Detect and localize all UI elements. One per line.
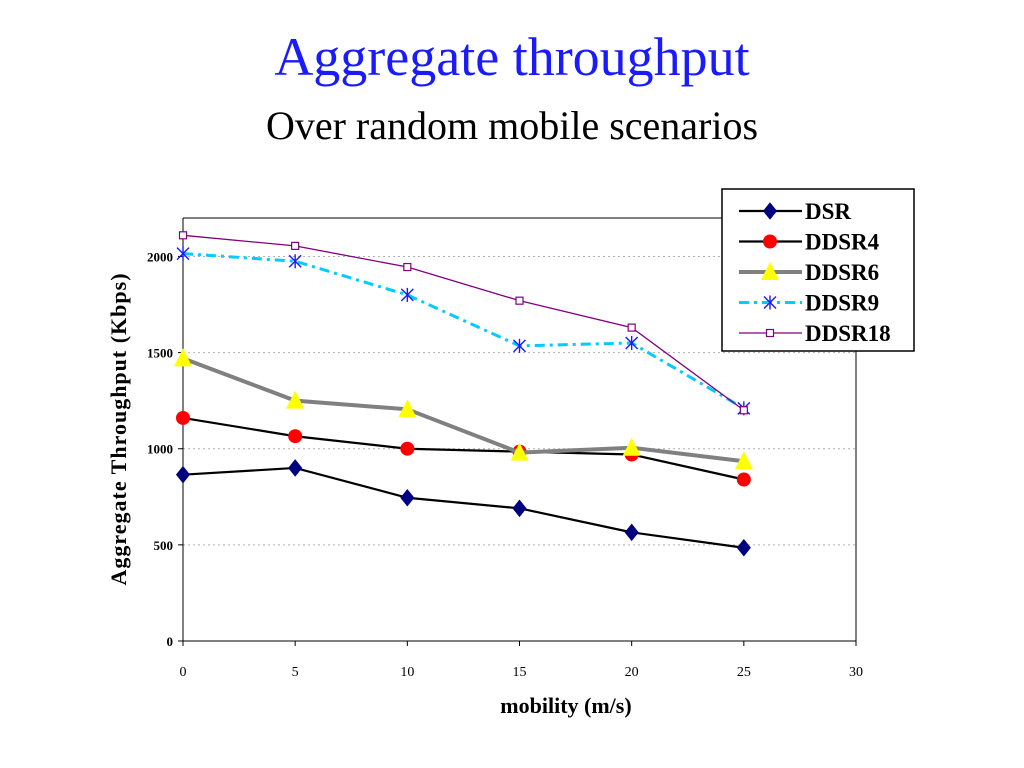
legend-item-dsr: DSR xyxy=(739,199,851,224)
legend-marker-dsr xyxy=(762,202,778,220)
legend-marker-ddsr9 xyxy=(763,295,777,310)
point-dsr xyxy=(624,523,639,542)
x-axis-label: mobility (m/s) xyxy=(500,693,631,718)
series-ddsr9 xyxy=(176,246,751,416)
series-dsr xyxy=(175,459,751,557)
legend-label-ddsr6: DDSR6 xyxy=(805,260,879,285)
series-ddsr6 xyxy=(174,348,753,470)
point-ddsr6 xyxy=(622,437,641,456)
point-ddsr9 xyxy=(625,335,639,350)
point-dsr xyxy=(400,488,415,507)
legend-item-ddsr18: DDSR18 xyxy=(739,321,891,346)
y-axis-label: Aggregate Throughput (Kbps) xyxy=(106,272,131,585)
point-ddsr4 xyxy=(176,410,190,425)
x-tick-label: 20 xyxy=(625,665,639,680)
legend-item-ddsr4: DDSR4 xyxy=(739,230,880,255)
x-tick-label: 10 xyxy=(400,665,414,680)
x-tick-label: 15 xyxy=(513,665,527,680)
point-ddsr6 xyxy=(174,348,192,367)
point-ddsr4 xyxy=(400,441,415,456)
legend-marker-ddsr6 xyxy=(761,262,779,280)
slide-subtitle: Over random mobile scenarios xyxy=(265,103,759,148)
series-line-ddsr18 xyxy=(182,234,745,411)
series-ddsr18 xyxy=(178,231,748,415)
x-tick-label: 0 xyxy=(180,665,187,680)
legend-label-ddsr9: DDSR9 xyxy=(805,291,879,316)
x-tick-label: 25 xyxy=(737,665,751,680)
point-ddsr4 xyxy=(288,429,303,444)
series-line-ddsr6 xyxy=(182,356,745,464)
point-ddsr18 xyxy=(515,296,524,305)
x-tick-label: 30 xyxy=(849,665,863,680)
point-ddsr18 xyxy=(291,241,300,250)
point-ddsr9 xyxy=(288,254,302,269)
legend-item-ddsr9: DDSR9 xyxy=(739,291,879,316)
legend-label-dsr: DSR xyxy=(805,199,851,224)
legend-label-ddsr4: DDSR4 xyxy=(805,230,880,255)
slide-title: Aggregate throughput xyxy=(274,27,750,87)
legend-item-ddsr6: DDSR6 xyxy=(739,260,879,285)
point-dsr xyxy=(736,538,751,557)
point-ddsr6 xyxy=(398,399,417,418)
series-line-ddsr4 xyxy=(182,416,745,481)
series-line-ddsr9 xyxy=(182,252,745,410)
y-tick-label: 1000 xyxy=(147,442,173,457)
series-line-dsr xyxy=(182,466,744,549)
point-ddsr6 xyxy=(734,451,753,470)
point-ddsr9 xyxy=(400,287,414,302)
x-tick-label: 5 xyxy=(292,665,299,680)
y-tick-label: 0 xyxy=(167,634,174,649)
point-ddsr6 xyxy=(510,442,529,461)
point-dsr xyxy=(175,465,191,484)
point-ddsr9 xyxy=(513,338,526,353)
point-ddsr18 xyxy=(739,406,748,415)
y-tick-label: 1500 xyxy=(147,346,173,361)
point-ddsr18 xyxy=(627,323,636,332)
point-dsr xyxy=(512,499,527,518)
point-ddsr18 xyxy=(403,262,412,272)
y-tick-label: 2000 xyxy=(147,249,173,264)
point-ddsr18 xyxy=(178,231,188,240)
point-ddsr6 xyxy=(286,390,305,409)
point-dsr xyxy=(288,459,303,477)
legend-label-ddsr18: DDSR18 xyxy=(805,321,891,346)
point-ddsr4 xyxy=(736,472,751,487)
legend-marker-ddsr4 xyxy=(763,234,777,249)
point-ddsr9 xyxy=(176,246,190,261)
y-tick-label: 500 xyxy=(154,538,174,553)
legend-marker-ddsr18 xyxy=(765,328,775,338)
